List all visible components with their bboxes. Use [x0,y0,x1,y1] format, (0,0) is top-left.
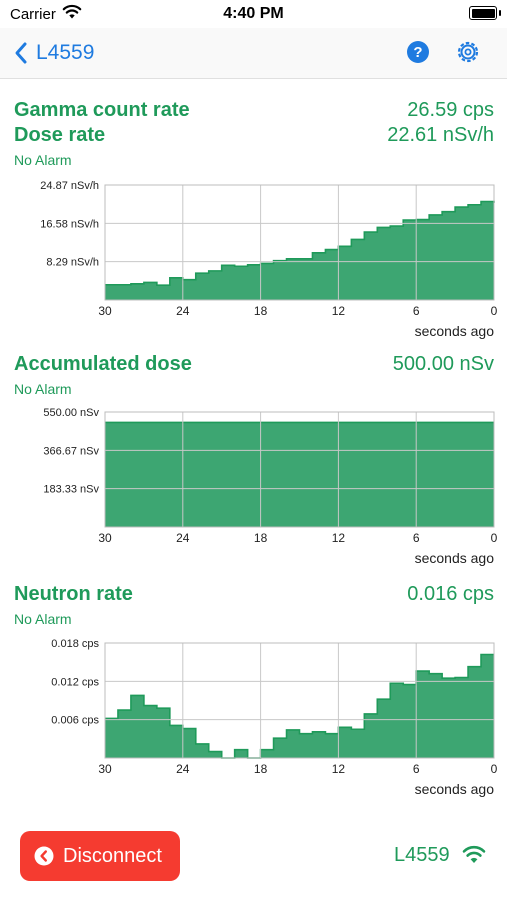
chart0-y-tick-label: 16.58 nSv/h [40,218,99,230]
chart2-plot-frame [104,642,495,759]
question-circle-icon[interactable]: ? [406,40,430,64]
chart0-x-tick-label: 0 [491,304,498,318]
disconnect-button[interactable]: Disconnect [20,831,180,881]
chart2-y-tick-label: 0.006 cps [51,715,99,727]
accumulated-dose-row: Accumulated dose 500.00 nSv [14,353,494,376]
dose-rate-chart: 30 24 18 12 6 0 24.87 nSv/h 16.58 nSv/h 8.29 nSv… [40,180,498,339]
gamma-count-value: 26.59 cps [407,99,494,121]
chart1-x-tick-label: 6 [413,531,420,545]
chart1-x-tick-label: 24 [176,531,190,545]
dose-rate-value: 22.61 nSv/h [387,124,494,146]
chart1-x-tick-label: 30 [98,531,112,545]
chart2-x-tick-label: 0 [491,762,498,776]
gear-icon[interactable] [455,39,481,65]
battery-icon [469,6,501,20]
wifi-icon [462,845,486,863]
chart0-x-tick-label: 30 [98,304,112,318]
chart1-y-tick-label: 550.00 nSv [43,407,99,419]
chart0-y-tick-label: 24.87 nSv/h [40,180,99,192]
chart1-y-tick-label: 183.33 nSv [43,484,99,496]
accumulated-dose-label: Accumulated dose [14,353,192,375]
svg-text:?: ? [413,44,422,61]
chart2-area [105,654,494,758]
chart0-x-tick-label: 6 [413,304,420,318]
dose-rate-label: Dose rate [14,124,106,146]
chart0-series-line [105,200,495,287]
chart0-plot-frame [104,184,495,301]
chart2-y-tick-label: 0.018 cps [51,638,99,650]
chart1-x-tick-label: 0 [491,531,498,545]
device-name: L4559 [394,844,450,866]
chart2-x-axis-label: seconds ago [415,781,495,797]
clock: 4:40 PM [223,5,284,22]
neutron-alarm-status: No Alarm [14,611,72,627]
chart1-x-axis-label: seconds ago [415,550,495,566]
accumulated-dose-value: 500.00 nSv [392,353,494,375]
chart0-x-tick-label: 18 [254,304,268,318]
dose-rate-row: Dose rate 22.61 nSv/h [14,124,494,147]
chevron-left-icon [15,42,27,64]
chart1-x-tick-label: 12 [332,531,346,545]
chart1-x-tick-label: 18 [254,531,268,545]
chart1-y-tick-label: 366.67 nSv [43,445,99,457]
wifi-icon [62,4,82,19]
status-bar: Carrier 4:40 PM [0,0,507,28]
neutron-rate-chart: 30 24 18 12 6 0 0.018 cps 0.012 cps 0.006 cps sec… [51,638,498,797]
chevron-left-circle-icon [34,846,54,866]
gamma-alarm-status: No Alarm [14,152,72,168]
accumulated-alarm-status: No Alarm [14,381,72,397]
neutron-rate-value: 0.016 cps [407,583,494,605]
chart1-area [105,422,494,527]
chart0-x-tick-label: 12 [332,304,346,318]
chart0-y-tick-label: 8.29 nSv/h [46,257,99,269]
chart2-x-tick-label: 6 [413,762,420,776]
carrier-name: Carrier [10,6,56,23]
chart1-plot-frame [104,411,495,528]
accumulated-dose-chart: 30 24 18 12 6 0 550.00 nSv 366.67 nSv 183.33 nSv… [43,407,498,566]
chart2-x-tick-label: 30 [98,762,112,776]
gamma-count-label: Gamma count rate [14,99,190,121]
chart0-x-tick-label: 24 [176,304,190,318]
chart0-x-axis-label: seconds ago [415,323,495,339]
back-button-label: L4559 [36,41,95,64]
neutron-rate-row: Neutron rate 0.016 cps [14,583,494,606]
disconnect-label: Disconnect [63,844,162,867]
chart2-y-tick-label: 0.012 cps [51,676,99,688]
chart2-x-tick-label: 12 [332,762,346,776]
neutron-rate-label: Neutron rate [14,583,133,605]
chart2-series-line [105,653,494,759]
back-button[interactable]: L4559 [14,38,94,68]
gamma-count-row: Gamma count rate 26.59 cps [14,99,494,122]
chart2-x-tick-label: 24 [176,762,190,776]
navigation-bar: L4559 ? [0,28,507,79]
chart2-x-tick-label: 18 [254,762,268,776]
